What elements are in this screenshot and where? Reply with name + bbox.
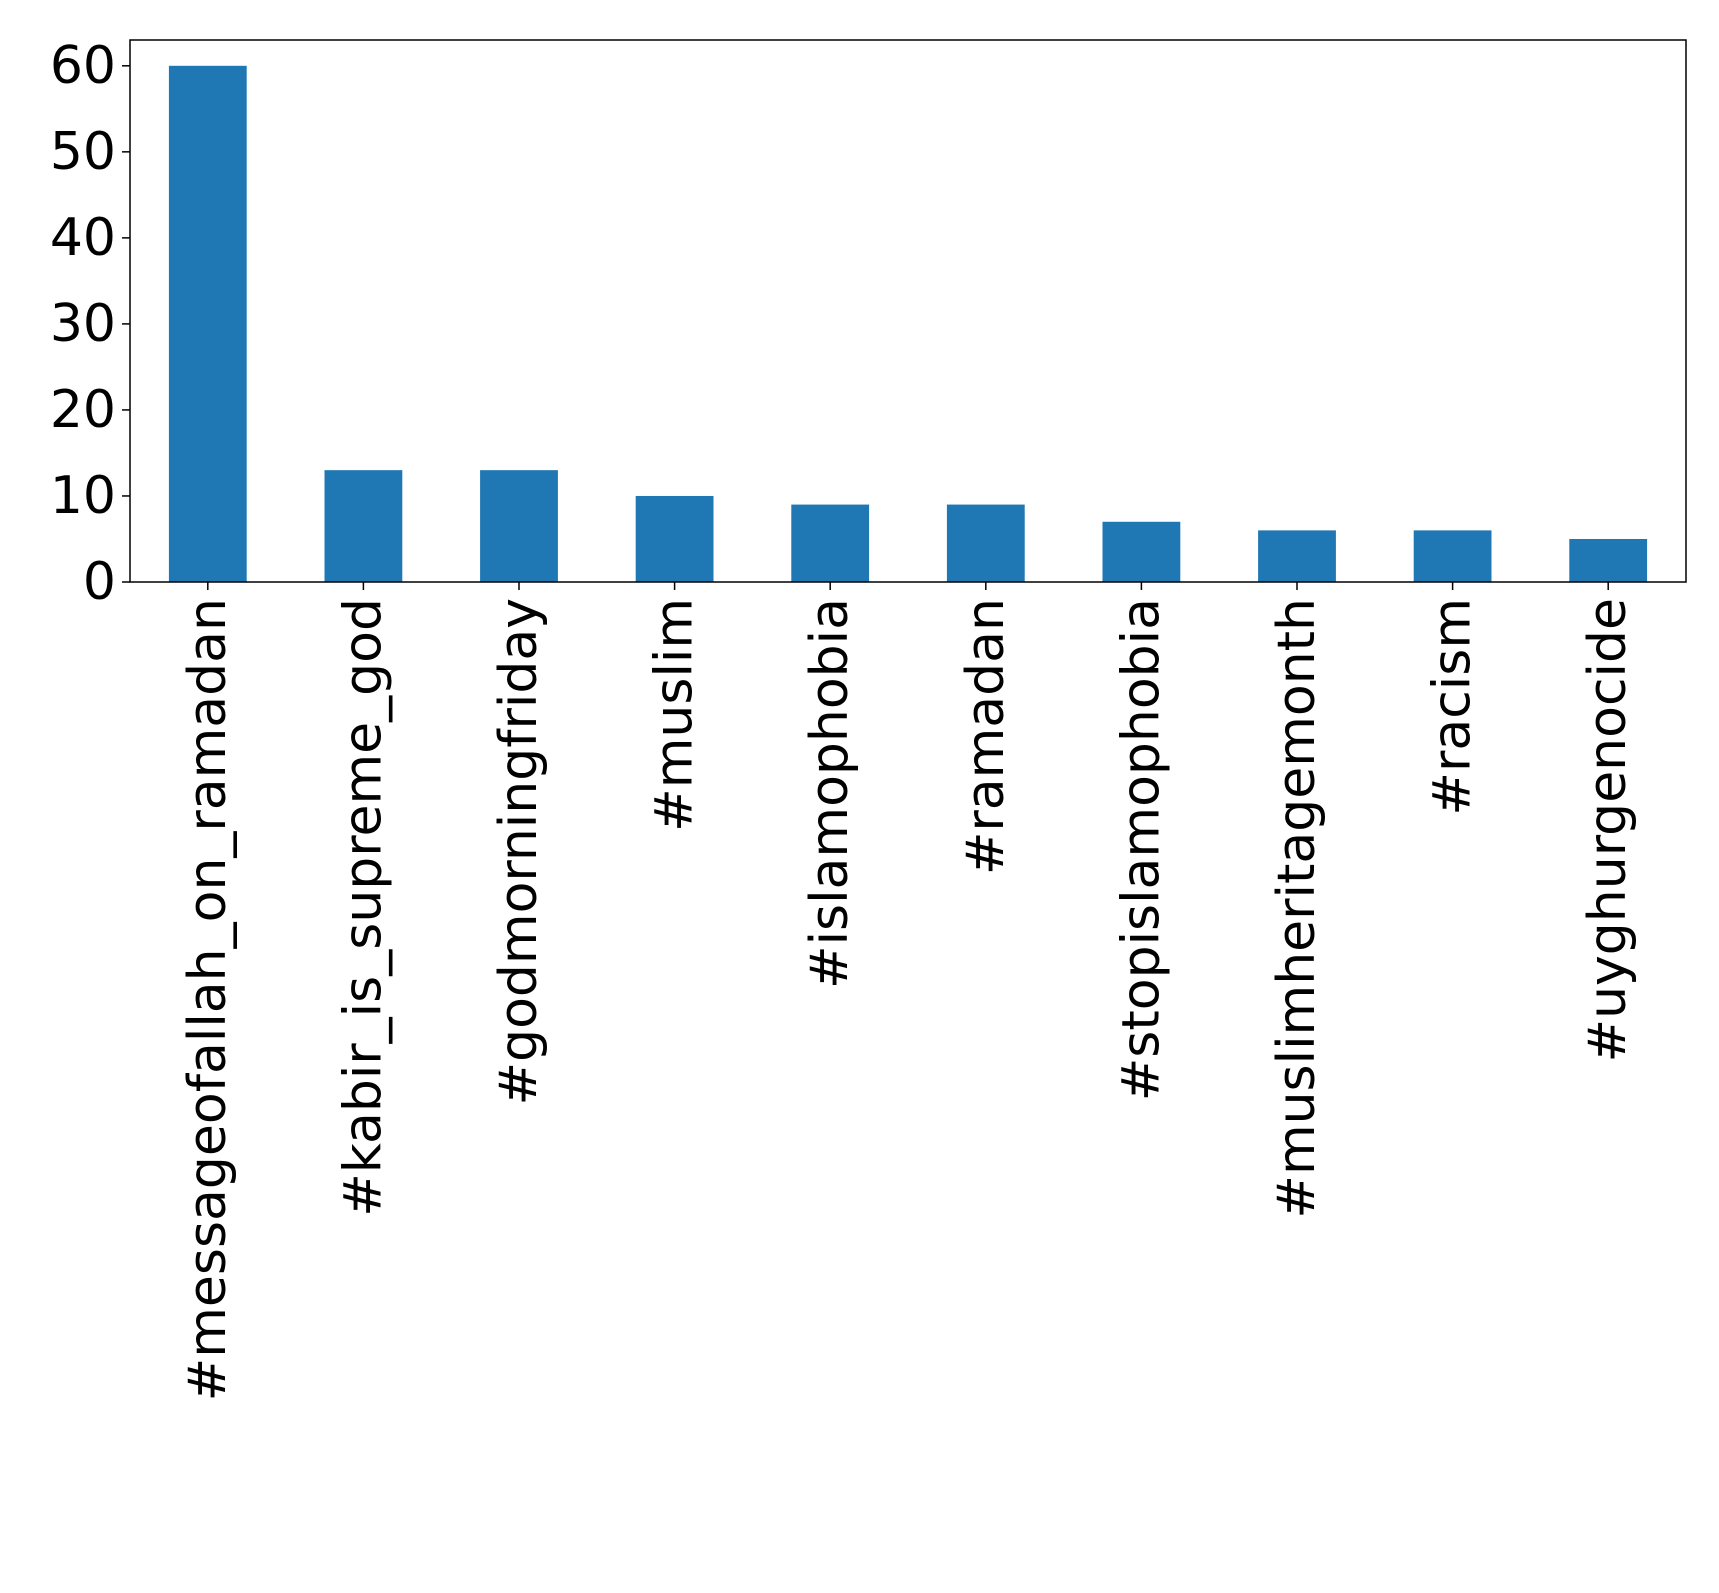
plot-frame	[129, 39, 1687, 583]
y-tick-label: 20	[50, 380, 116, 440]
bar-uyghurgenocide	[1569, 538, 1648, 582]
x-axis: #messageofallah_on_ramadan #kabir_is_supr…	[178, 582, 1638, 1401]
y-tick-label: 0	[83, 552, 116, 612]
x-tick-label: #stopislamophobia	[1111, 598, 1171, 1101]
bar-islamophobia	[791, 504, 870, 582]
bar-stopislamophobia	[1102, 521, 1181, 582]
bar-ramadan	[946, 504, 1025, 582]
x-tick-label: #muslimheritagemonth	[1267, 598, 1327, 1219]
y-axis: 0 10 20 30 40 50 60	[50, 36, 130, 612]
y-tick-label: 40	[50, 208, 116, 268]
y-tick-label: 60	[50, 36, 116, 96]
y-tick-label: 50	[50, 122, 116, 182]
x-tick-label: #ramadan	[956, 598, 1016, 875]
x-tick-label: #islamophobia	[800, 598, 860, 989]
y-tick-label: 10	[50, 466, 116, 526]
x-tick-label: #messageofallah_on_ramadan	[178, 598, 238, 1401]
x-tick-label: #uyghurgenocide	[1578, 598, 1638, 1063]
bar-godmorningfriday	[480, 470, 558, 582]
bar-kabir_is_supreme_god	[324, 470, 403, 582]
bar-messageofallah_on_ramadan	[168, 65, 247, 583]
x-tick-label: #kabir_is_supreme_god	[333, 598, 393, 1217]
bar-muslimheritagemonth	[1258, 530, 1336, 582]
x-tick-label: #muslim	[645, 598, 705, 832]
bar-muslim	[635, 495, 714, 582]
bars-group	[168, 65, 1648, 583]
bar-racism	[1413, 530, 1492, 582]
y-tick-label: 30	[50, 294, 116, 354]
x-tick-label: #godmorningfriday	[489, 598, 549, 1105]
x-tick-label: #racism	[1423, 598, 1483, 816]
